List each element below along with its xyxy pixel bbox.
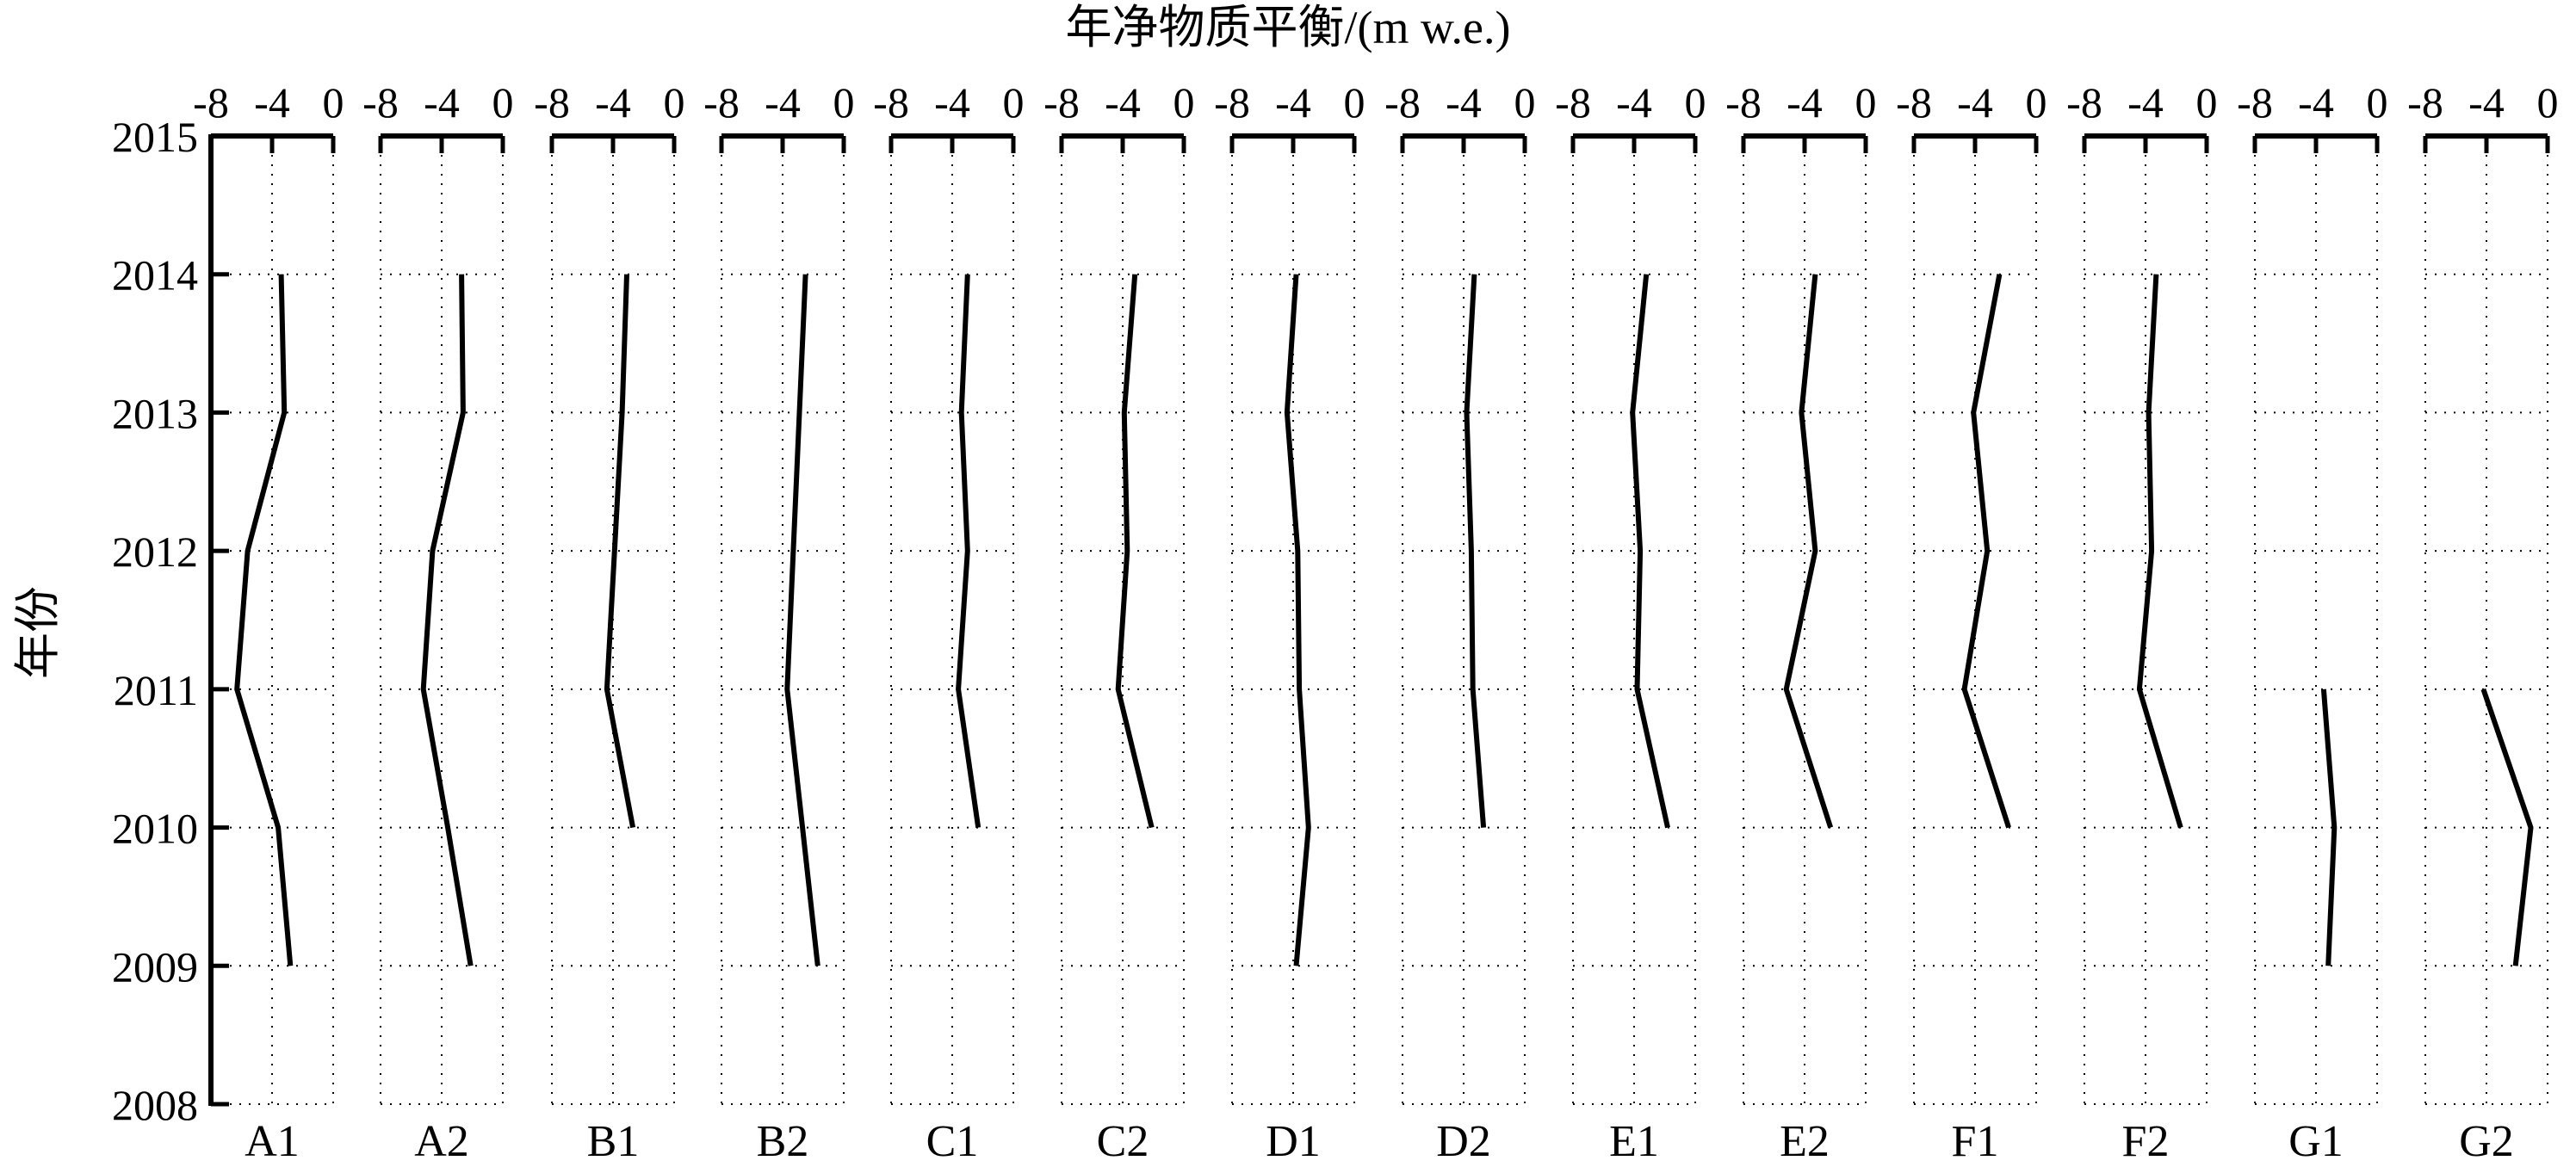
series-layer — [234, 274, 2534, 966]
x-tick-label: -8 — [362, 78, 399, 127]
x-tick-label: -4 — [424, 78, 460, 127]
x-tick-label: -4 — [765, 78, 801, 127]
x-tick-label: 0 — [833, 78, 855, 127]
x-axis-title: 年净物质平衡/(m w.e.) — [1066, 2, 1511, 53]
y-tick-label: 2011 — [114, 666, 198, 714]
x-tick-label: -8 — [1384, 78, 1421, 127]
series-line-d2 — [1464, 274, 1487, 828]
panel-label: D1 — [1266, 1117, 1321, 1166]
x-tick-label: -8 — [2066, 78, 2102, 127]
x-tick-label: -4 — [1446, 78, 1482, 127]
series-line-b1 — [604, 274, 636, 829]
series-line-f1 — [1961, 274, 2011, 829]
x-tick-label: 0 — [1514, 78, 1536, 127]
panel-label: E1 — [1609, 1117, 1659, 1166]
panel-label: F2 — [2122, 1117, 2170, 1166]
x-tick-label: 0 — [1003, 78, 1025, 127]
series-line-a2 — [420, 274, 474, 966]
panel-label: A1 — [245, 1117, 300, 1166]
y-tick-label: 2014 — [112, 251, 198, 299]
y-tick-label: 2008 — [112, 1081, 198, 1129]
x-tick-label: -4 — [1275, 78, 1311, 127]
x-tick-label: 0 — [323, 78, 344, 127]
x-tick-label: 0 — [1173, 78, 1195, 127]
x-tick-label: 0 — [492, 78, 514, 127]
x-tick-label: -8 — [873, 78, 909, 127]
panel-label: C1 — [926, 1117, 979, 1166]
x-tick-label: 0 — [1685, 78, 1706, 127]
panel-label: B1 — [587, 1117, 640, 1166]
x-tick-label: -8 — [703, 78, 740, 127]
series-line-e1 — [1630, 274, 1670, 829]
x-tick-label: -8 — [1214, 78, 1250, 127]
x-tick-label: -4 — [1786, 78, 1823, 127]
x-tick-label: -8 — [1725, 78, 1762, 127]
panel-label: B2 — [757, 1117, 809, 1166]
panel-label: G2 — [2459, 1117, 2514, 1166]
y-tick-label: 2009 — [112, 942, 198, 991]
series-line-g2 — [2480, 688, 2534, 966]
panel-label: F1 — [1952, 1117, 1999, 1166]
y-axis-title: 年份 — [12, 586, 64, 679]
x-tick-label: 0 — [2026, 78, 2047, 127]
series-line-c2 — [1115, 274, 1155, 829]
series-line-d1 — [1284, 274, 1311, 966]
x-tick-label: -4 — [2298, 78, 2334, 127]
x-tick-label: 0 — [2537, 78, 2559, 127]
y-tick-label: 2012 — [112, 528, 198, 576]
series-line-f2 — [2136, 274, 2183, 829]
x-tick-label: 0 — [2196, 78, 2218, 127]
x-tick-label: 0 — [1855, 78, 1877, 127]
x-tick-label: -4 — [1105, 78, 1141, 127]
x-tick-label: -8 — [534, 78, 570, 127]
y-tick-label: 2013 — [112, 389, 198, 437]
x-tick-label: -8 — [193, 78, 229, 127]
grid-layer — [210, 135, 2548, 1105]
panel-label: C2 — [1097, 1117, 1149, 1166]
x-tick-label: -4 — [1957, 78, 1993, 127]
x-tick-label: -4 — [595, 78, 631, 127]
x-tick-label: -4 — [2127, 78, 2164, 127]
series-line-g1 — [2320, 688, 2338, 966]
x-tick-label: -4 — [1616, 78, 1652, 127]
series-line-c1 — [956, 274, 981, 829]
x-tick-label: 0 — [1344, 78, 1365, 127]
x-tick-label: -8 — [2237, 78, 2273, 127]
x-tick-label: -8 — [2407, 78, 2443, 127]
panel-label: E2 — [1780, 1117, 1830, 1166]
y-tick-label: 2010 — [112, 805, 198, 853]
panel-label: A2 — [414, 1117, 469, 1166]
series-line-b2 — [784, 274, 820, 966]
x-tick-label: -8 — [1043, 78, 1080, 127]
x-tick-label: -4 — [2468, 78, 2505, 127]
panel-label: G1 — [2288, 1117, 2344, 1166]
label-layer: 年净物质平衡/(m w.e.) 年份 2008 2009 2010 2011 2012 2… — [12, 2, 2559, 1166]
x-tick-label: -4 — [254, 78, 290, 127]
x-tick-label: -8 — [1555, 78, 1591, 127]
x-tick-label: -4 — [934, 78, 970, 127]
series-line-e2 — [1783, 274, 1834, 829]
axis-layer — [208, 133, 2550, 1107]
x-tick-label: -8 — [1896, 78, 1932, 127]
series-line-a1 — [234, 274, 294, 966]
x-tick-label: 0 — [664, 78, 685, 127]
x-tick-label: 0 — [2367, 78, 2388, 127]
y-tick-label: 2015 — [112, 113, 198, 161]
panel-label: D2 — [1436, 1117, 1491, 1166]
